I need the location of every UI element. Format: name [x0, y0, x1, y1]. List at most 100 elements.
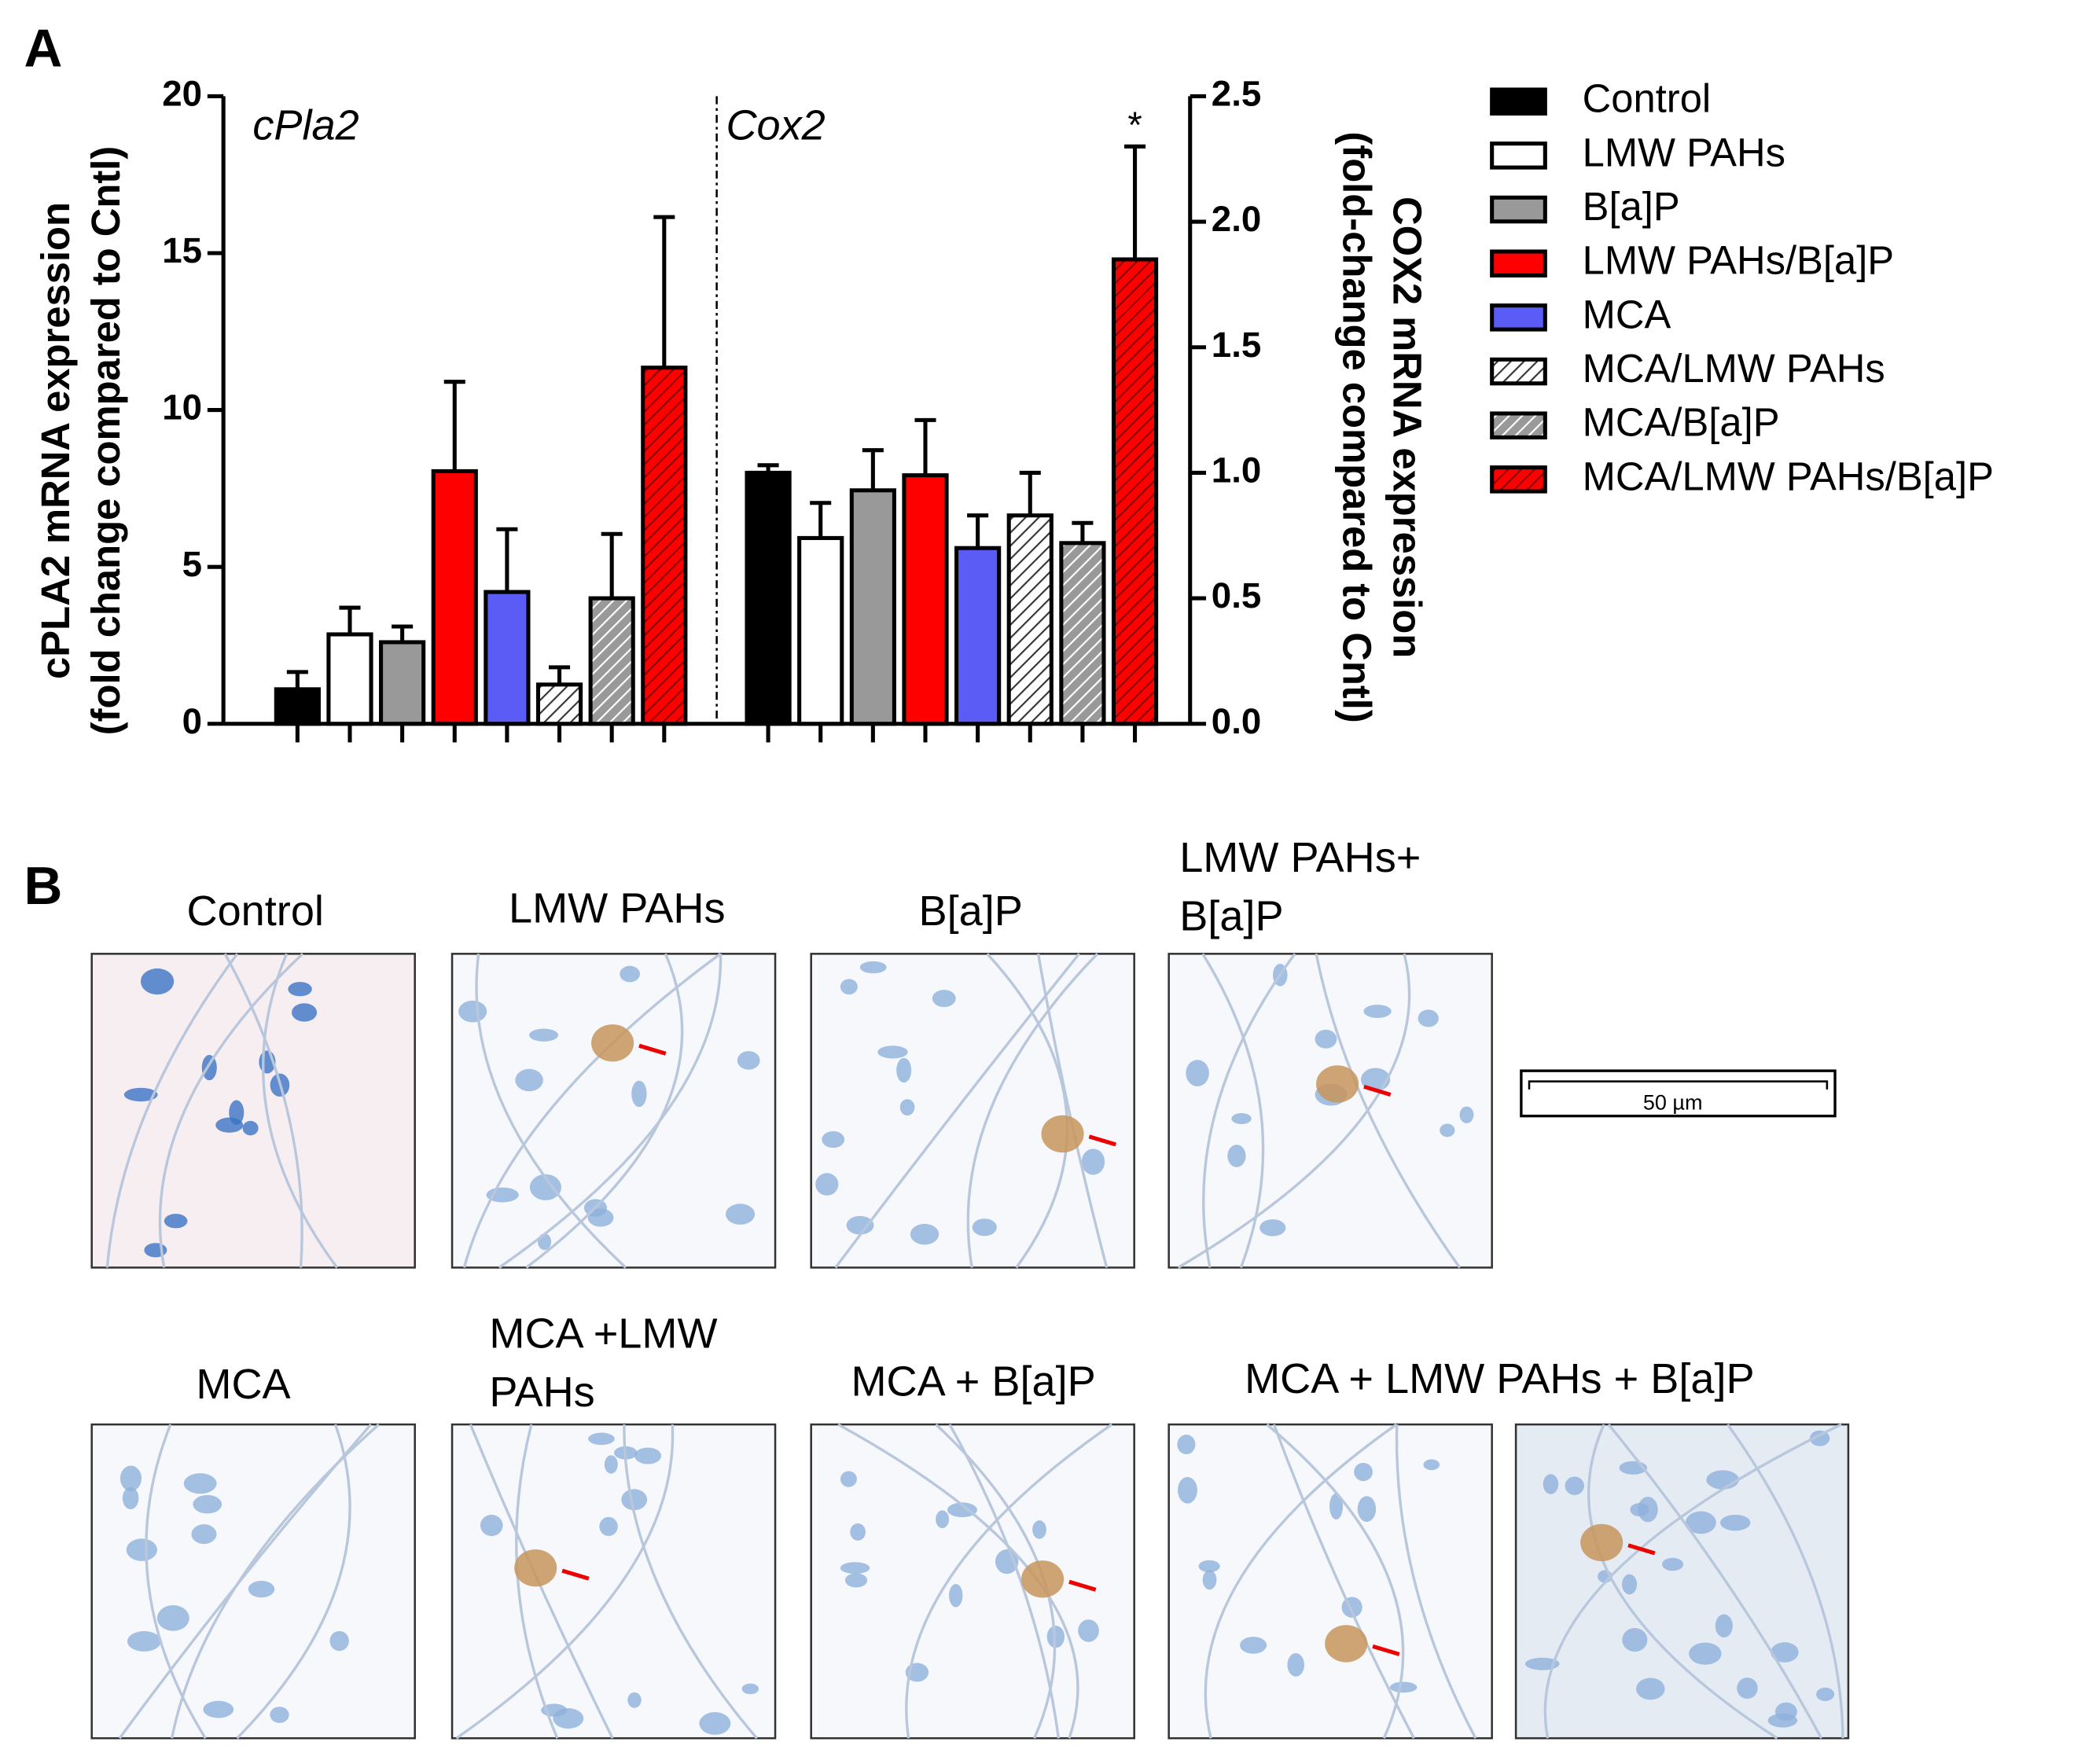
cell — [1186, 1060, 1209, 1086]
y-tick-label: 15 — [162, 230, 202, 270]
panel-label: A — [24, 19, 62, 78]
legend-label: MCA/LMW PAHs — [1583, 346, 1885, 391]
membrane — [223, 953, 303, 1268]
cell — [215, 1117, 244, 1133]
bar — [1006, 513, 1054, 726]
legend-swatch — [1490, 465, 1547, 494]
cell — [538, 1233, 552, 1251]
cell — [1231, 1113, 1252, 1125]
scale-bar — [1528, 1080, 1829, 1090]
cell — [127, 1631, 161, 1652]
bar — [431, 469, 478, 726]
image-title: MCA + B[a]P — [851, 1358, 1095, 1406]
cell — [949, 1583, 963, 1608]
arrow — [1088, 1134, 1116, 1147]
cell — [164, 1214, 188, 1229]
y2-tick-label: 2.0 — [1212, 199, 1261, 239]
cell — [737, 1051, 760, 1070]
membrane — [525, 953, 684, 1269]
y-tick-label: 5 — [182, 544, 202, 584]
legend-swatch — [1490, 357, 1547, 386]
cell — [1689, 1642, 1722, 1665]
bar — [484, 590, 531, 726]
cell — [846, 1215, 874, 1235]
cell — [193, 1494, 222, 1514]
membrane — [1587, 1424, 1778, 1740]
cell — [529, 1028, 559, 1042]
micrograph — [450, 953, 777, 1269]
membrane — [462, 952, 722, 1268]
membrane — [1607, 1423, 1823, 1740]
cell — [122, 1487, 139, 1509]
legend-swatch — [1490, 249, 1547, 277]
cell — [1686, 1511, 1716, 1534]
legend-swatch — [1490, 195, 1547, 224]
legend-swatch — [1490, 411, 1547, 439]
bar — [745, 470, 792, 726]
bar — [954, 546, 1002, 726]
membrane — [455, 1424, 675, 1740]
group-label: cPla2 — [252, 101, 359, 149]
bar — [535, 682, 583, 726]
y2-tick-label: 1.5 — [1212, 325, 1261, 365]
cell — [1032, 1520, 1046, 1539]
cell — [1440, 1123, 1455, 1137]
cell — [627, 1692, 642, 1708]
cell — [822, 1130, 845, 1148]
cell — [1774, 1702, 1797, 1722]
micrograph — [1168, 1423, 1493, 1740]
cell — [1622, 1628, 1648, 1652]
legend-label: B[a]P — [1583, 184, 1680, 229]
cell — [620, 965, 640, 983]
arrow — [1372, 1644, 1400, 1656]
cell — [183, 1473, 217, 1494]
cell — [1543, 1474, 1559, 1494]
bar — [326, 632, 373, 726]
membrane — [475, 954, 627, 1269]
arrow — [561, 1568, 590, 1581]
cell — [1459, 1106, 1474, 1123]
cell — [840, 1562, 870, 1575]
cell — [123, 1087, 158, 1102]
y-tick-label: 0 — [182, 701, 202, 741]
micrograph — [1168, 953, 1493, 1269]
stained-cell — [514, 1549, 557, 1587]
membrane — [1395, 1424, 1477, 1740]
cell — [191, 1524, 217, 1545]
cell — [120, 1465, 142, 1491]
cell — [1240, 1637, 1267, 1654]
membrane — [515, 1424, 559, 1739]
image-title: LMW PAHs+ — [1179, 834, 1421, 881]
cell — [850, 1523, 866, 1541]
image-title: B[a]P — [1179, 893, 1283, 940]
cell — [126, 1538, 157, 1561]
image-title: PAHs — [489, 1369, 594, 1416]
cell — [1771, 1642, 1799, 1663]
legend-label: LMW PAHs/B[a]P — [1583, 238, 1894, 283]
cell — [840, 1471, 857, 1487]
cell — [1715, 1614, 1733, 1637]
membrane — [158, 953, 304, 1268]
cell — [1816, 1687, 1835, 1701]
cell — [458, 1000, 487, 1023]
cell — [1315, 1029, 1337, 1049]
cell — [529, 1174, 562, 1200]
image-title: MCA + LMW PAHs + B[a]P — [1245, 1355, 1755, 1402]
membrane — [1272, 1424, 1415, 1739]
y-tick-label: 10 — [162, 388, 202, 428]
cell — [140, 968, 175, 995]
stained-cell — [1041, 1115, 1084, 1153]
cell — [899, 1099, 915, 1116]
image-title: Control — [187, 888, 324, 935]
annotation: * — [1127, 105, 1142, 146]
cell — [329, 1630, 349, 1652]
bar — [902, 473, 949, 726]
cell — [587, 1208, 614, 1227]
arrow — [638, 1043, 667, 1056]
legend-swatch — [1490, 303, 1547, 332]
cell — [896, 1057, 912, 1083]
legend-label: MCA — [1583, 292, 1671, 336]
cell — [1423, 1459, 1440, 1471]
